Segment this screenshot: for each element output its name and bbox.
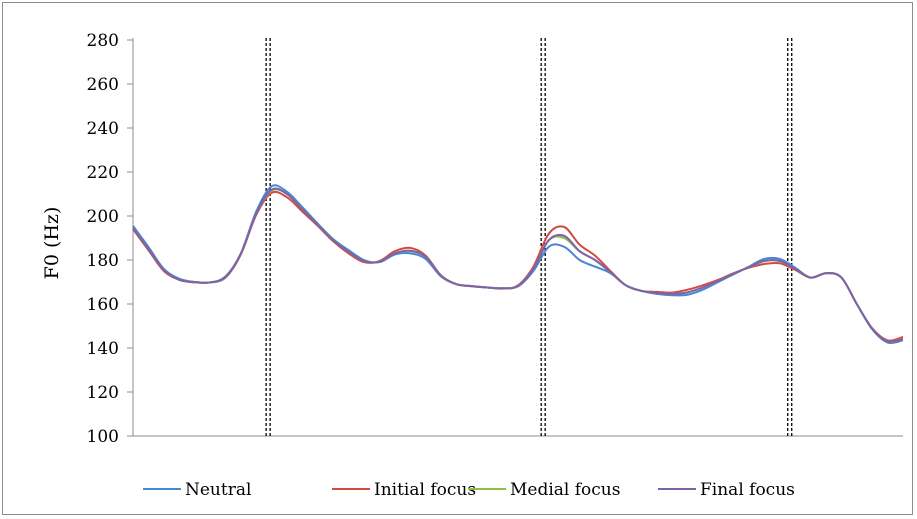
y-tick-label: 120 [87, 383, 119, 403]
legend-item-medial-focus: Medial focus [468, 480, 620, 500]
y-tick-label: 180 [87, 251, 119, 271]
segment-boundaries [265, 38, 793, 436]
segment-boundary [787, 38, 793, 436]
legend-label: Initial focus [374, 480, 476, 500]
legend-item-neutral: Neutral [143, 480, 251, 500]
series-lines [132, 184, 904, 344]
legend-label: Final focus [700, 480, 795, 500]
segment-boundary [540, 38, 546, 436]
legend-item-initial-focus: Initial focus [332, 480, 476, 500]
y-tick-label: 100 [87, 427, 119, 447]
legend-item-final-focus: Final focus [658, 480, 795, 500]
y-axis: 100 120 140 160 180 200 220 240 260 280 [87, 31, 134, 447]
y-tick-label: 200 [87, 207, 119, 227]
series-line-final-focus [132, 187, 904, 343]
legend-label: Neutral [185, 480, 251, 500]
legend-label: Medial focus [510, 480, 620, 500]
y-tick-label: 280 [87, 31, 119, 51]
y-axis-label: F0 (Hz) [41, 207, 63, 280]
y-tick-label: 240 [87, 119, 119, 139]
y-tick-label: 140 [87, 339, 119, 359]
segment-boundary [265, 38, 271, 436]
y-tick-label: 160 [87, 295, 119, 315]
y-tick-label: 260 [87, 75, 119, 95]
y-tick-label: 220 [87, 163, 119, 183]
legend: Neutral Initial focus Medial focus Final fo… [143, 480, 795, 500]
